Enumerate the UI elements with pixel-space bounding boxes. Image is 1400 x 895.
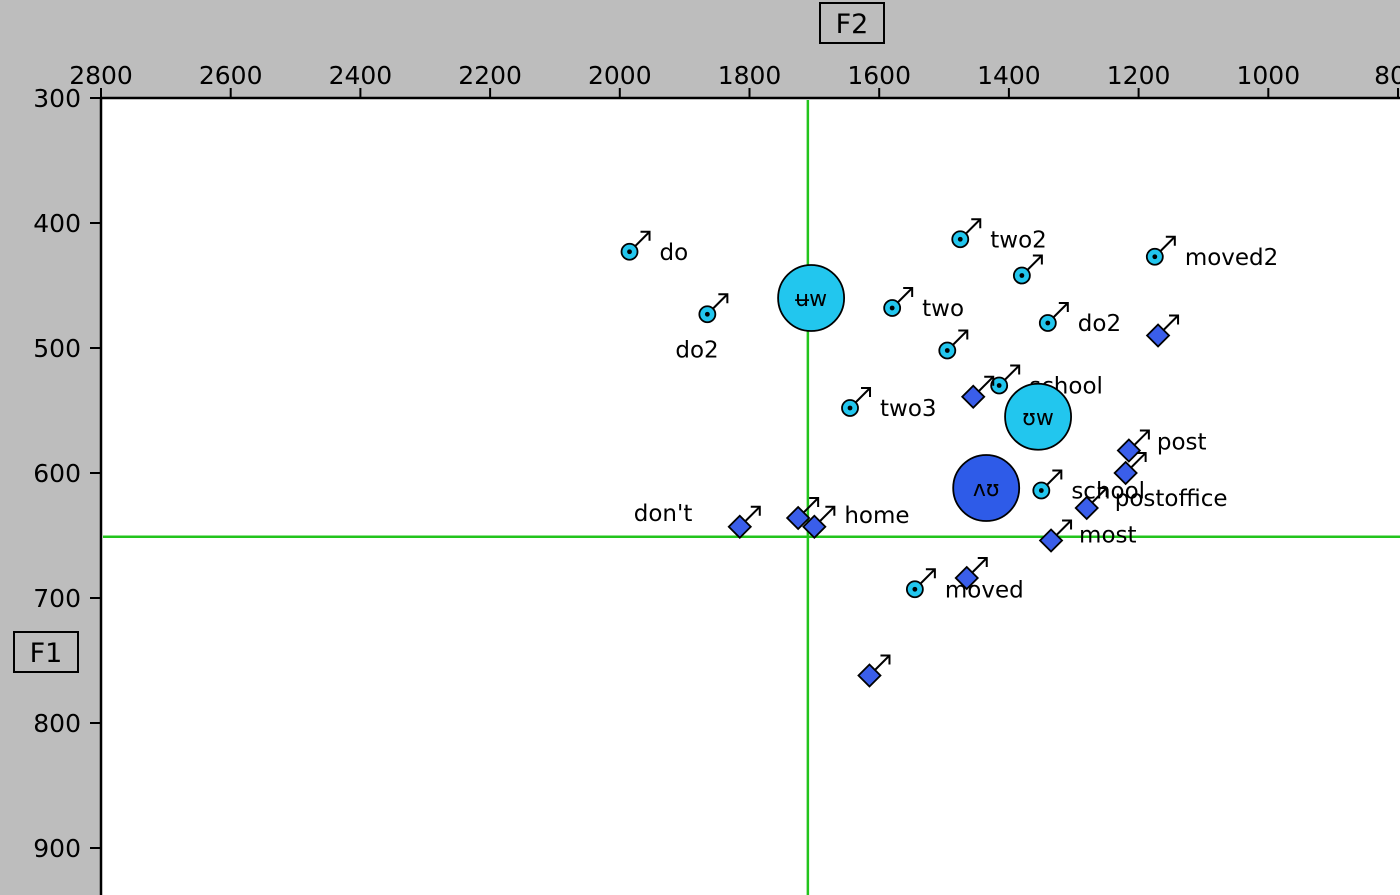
point-label: do2 <box>675 337 718 363</box>
y-tick-label: 800 <box>33 709 81 738</box>
centroid-label: ʉw <box>795 287 827 312</box>
x-tick-label: 1000 <box>1236 61 1300 90</box>
y-tick-label: 400 <box>33 209 81 238</box>
data-point-diamond[interactable] <box>785 497 820 531</box>
data-point-circle[interactable] <box>938 329 969 360</box>
data-point-diamond[interactable] <box>857 654 891 688</box>
data-point-circle[interactable]: do2 <box>675 293 729 363</box>
svg-text:F1: F1 <box>30 638 63 669</box>
plot-area <box>101 98 1400 895</box>
x-tick-label: 1200 <box>1107 61 1171 90</box>
x-tick-label: 2800 <box>69 61 133 90</box>
x-tick-label: 1400 <box>977 61 1041 90</box>
point-label: most <box>1079 523 1136 549</box>
data-point-circle[interactable]: two2 <box>951 218 1047 253</box>
point-label: moved2 <box>1185 245 1278 271</box>
data-point-diamond[interactable] <box>1145 314 1180 348</box>
x-tick-label: 2200 <box>458 61 522 90</box>
data-point-circle[interactable]: moved2 <box>1145 235 1278 271</box>
x-tick-label: 2600 <box>199 61 263 90</box>
data-point-diamond[interactable]: most <box>1038 519 1137 553</box>
y-tick-label: 500 <box>33 334 81 363</box>
data-point-circle[interactable] <box>1012 254 1043 285</box>
centroid-label: ʌʊ <box>973 477 1000 502</box>
data-point-circle[interactable]: moved <box>905 568 1024 603</box>
centroid-label: ʊw <box>1022 406 1054 431</box>
y-tick-label: 700 <box>33 584 81 613</box>
point-label: two2 <box>990 227 1047 253</box>
vowel-centroid[interactable]: ʊw <box>1004 382 1072 451</box>
x-tick-label: 1600 <box>847 61 911 90</box>
data-point-diamond[interactable]: don't <box>634 501 761 540</box>
data-point-diamond[interactable] <box>1113 452 1147 486</box>
data-point-diamond[interactable]: home <box>802 503 910 540</box>
point-label: don't <box>634 501 693 527</box>
data-point-circle[interactable]: do <box>620 230 689 266</box>
svg-text:F2: F2 <box>836 9 869 40</box>
data-point-circle[interactable]: two <box>883 287 964 322</box>
data-point-diamond[interactable] <box>960 375 995 410</box>
y-tick-label: 300 <box>33 84 81 113</box>
x-axis-title: F2 <box>819 2 885 44</box>
x-tick-label: 1800 <box>718 61 782 90</box>
vowel-centroid[interactable]: ʌʊ <box>952 454 1021 522</box>
point-label: postoffice <box>1115 486 1228 512</box>
point-label: post <box>1157 430 1207 456</box>
point-label: two <box>922 296 964 322</box>
point-label: moved <box>945 577 1024 603</box>
point-label: two3 <box>880 396 937 422</box>
x-tick-label: 2400 <box>329 61 393 90</box>
y-axis-title: F1 <box>13 631 79 673</box>
point-label: home <box>844 503 909 529</box>
data-point-diamond[interactable] <box>954 557 988 591</box>
point-label: do <box>660 240 689 266</box>
vowel-centroid[interactable]: ʉw <box>777 264 846 332</box>
y-tick-label: 900 <box>33 834 81 863</box>
x-tick-label: 800 <box>1374 61 1400 90</box>
y-tick-label: 600 <box>33 459 81 488</box>
data-point-circle[interactable]: two3 <box>841 387 937 422</box>
data-point-diamond[interactable]: post <box>1116 429 1207 463</box>
x-tick-label: 2000 <box>588 61 652 90</box>
data-point-circle[interactable]: do2 <box>1038 302 1121 337</box>
data-point-diamond[interactable]: postoffice <box>1074 486 1228 521</box>
point-label: do2 <box>1078 311 1121 337</box>
